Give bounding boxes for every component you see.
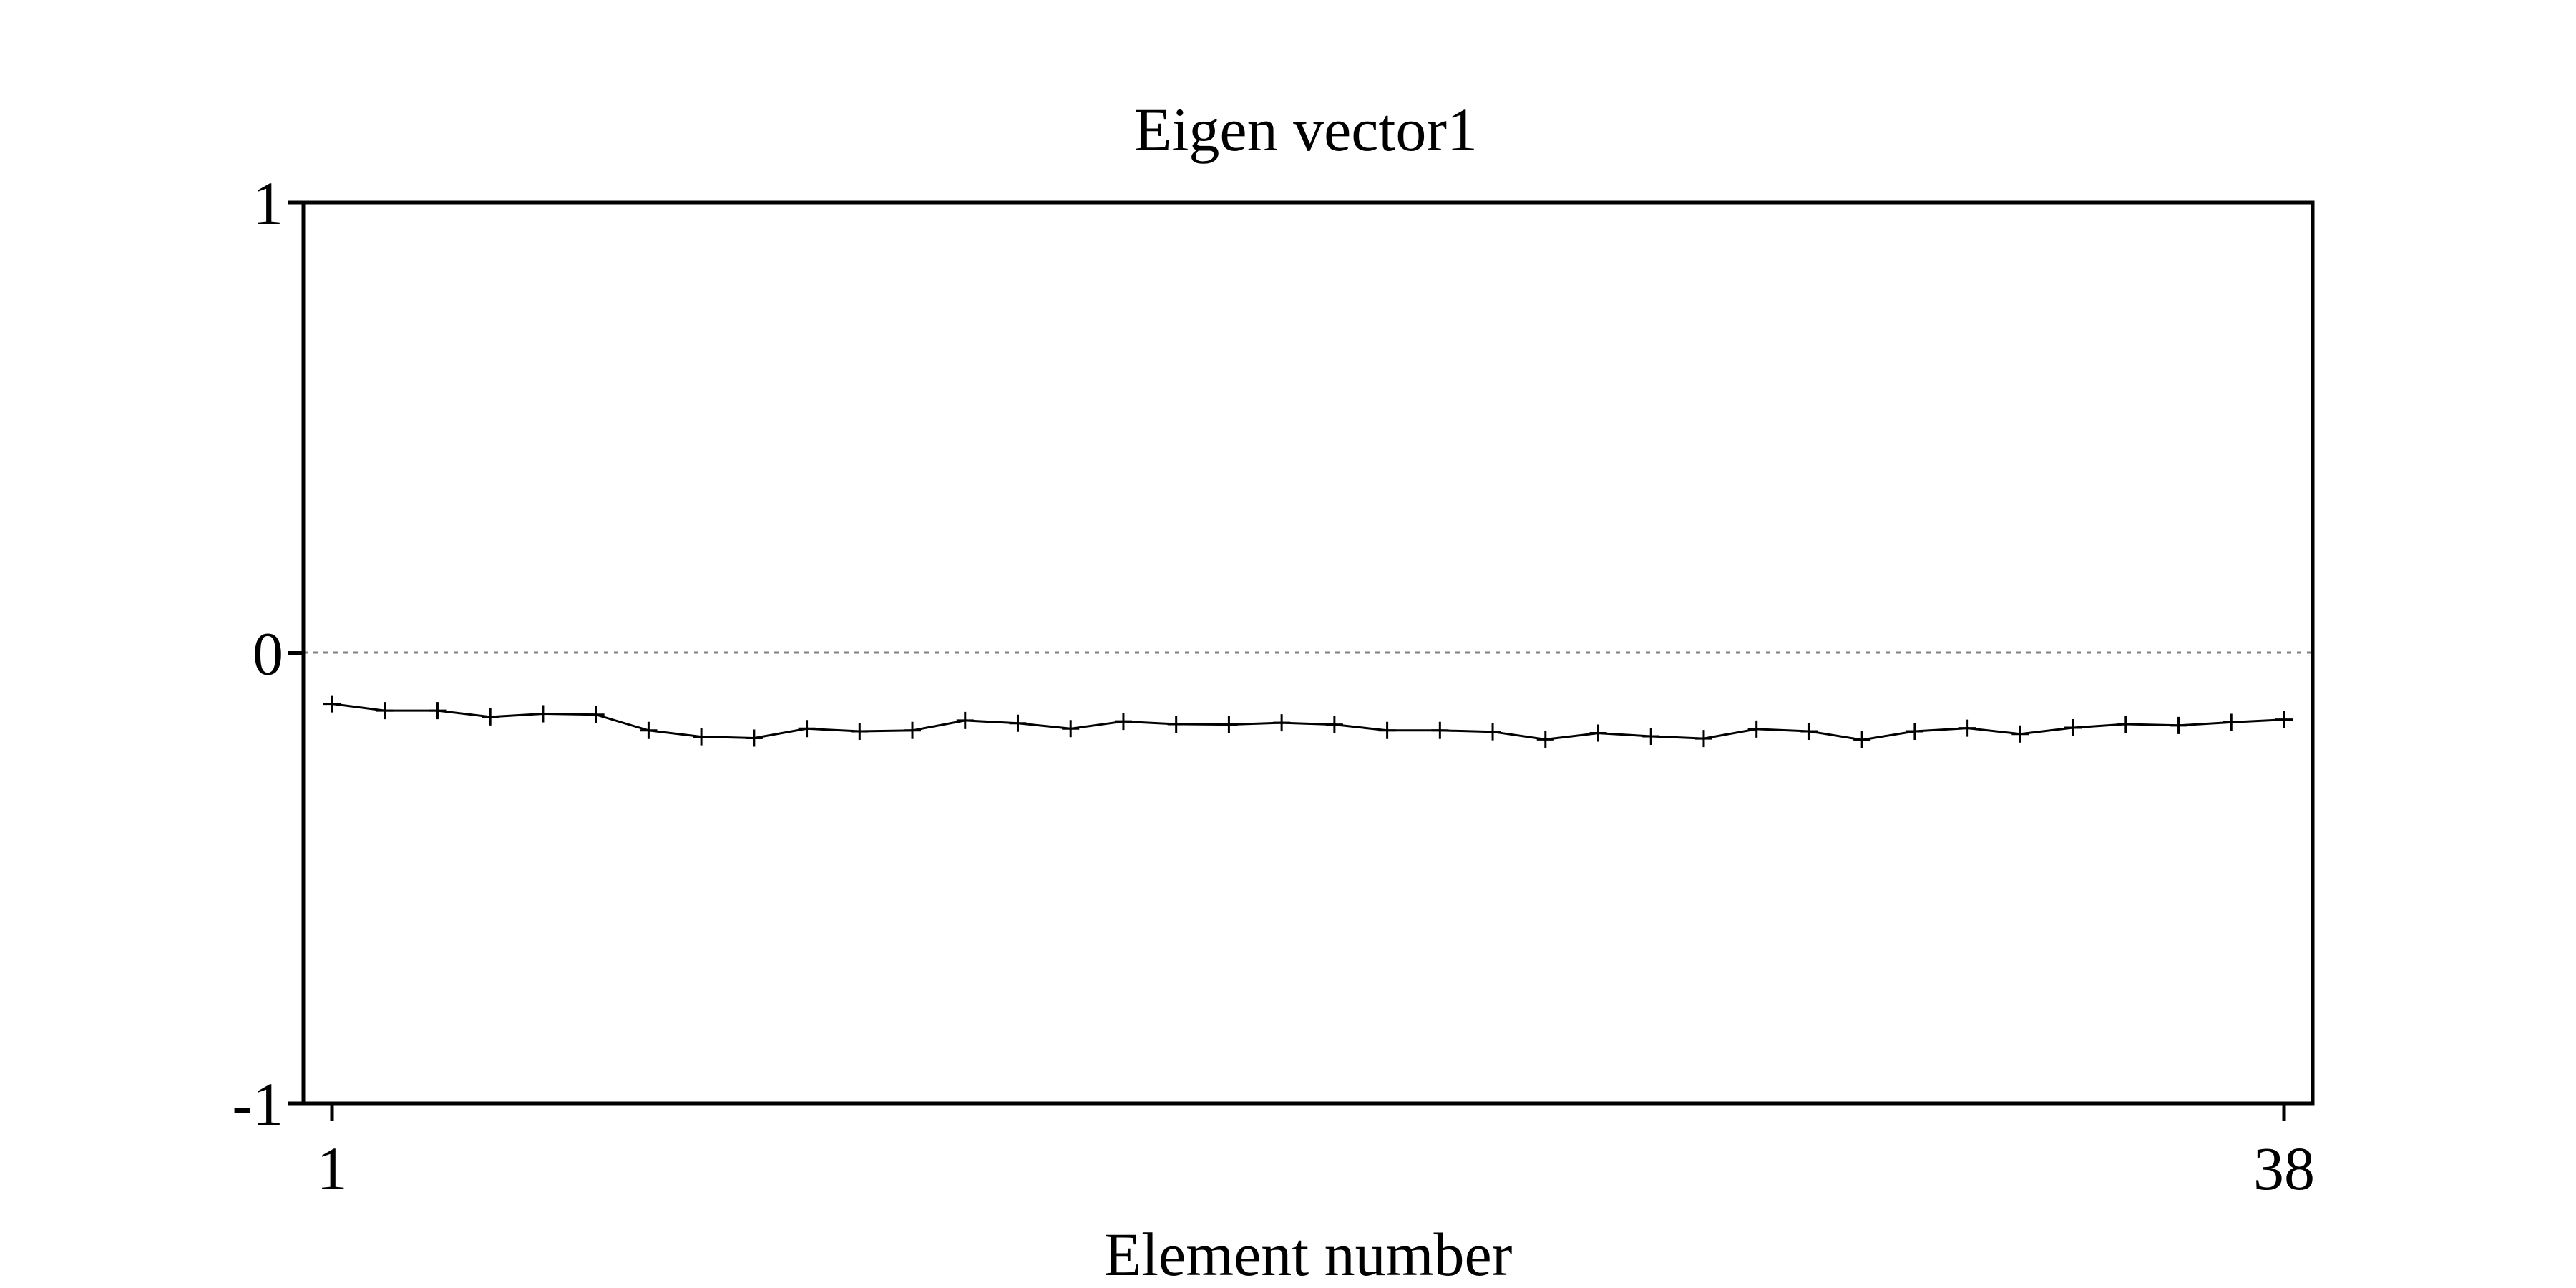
data-point-32 [1958, 719, 1976, 737]
data-point-25 [1589, 724, 1607, 742]
data-point-11 [851, 723, 869, 741]
data-point-9 [745, 729, 763, 747]
data-point-4 [482, 708, 499, 726]
data-point-35 [2117, 715, 2135, 733]
data-point-17 [1167, 715, 1185, 733]
chart-title: Eigen vector1 [1134, 95, 1478, 164]
x-axis-label: Element number [1104, 1220, 1513, 1288]
data-point-30 [1853, 731, 1871, 748]
data-point-34 [2064, 719, 2082, 736]
series-line [331, 703, 2285, 741]
x-tick-label: 1 [317, 1134, 348, 1203]
data-point-5 [534, 705, 552, 723]
data-point-15 [1062, 720, 1080, 738]
data-point-1 [323, 695, 341, 713]
data-point-19 [1273, 714, 1291, 732]
y-tick-label: 0 [253, 620, 283, 688]
data-point-38 [2275, 711, 2293, 728]
data-point-14 [1009, 714, 1027, 732]
data-point-33 [2011, 725, 2029, 743]
data-point-7 [640, 721, 658, 739]
data-point-16 [1114, 713, 1132, 731]
data-point-23 [1484, 723, 1502, 741]
data-point-29 [1800, 723, 1818, 741]
y-axis: 1 0 -1 [232, 169, 303, 1138]
y-tick-label: 1 [253, 169, 283, 238]
data-point-36 [2170, 716, 2187, 734]
series-markers [323, 695, 2293, 748]
data-point-18 [1220, 716, 1238, 733]
data-point-27 [1694, 730, 1712, 748]
x-tick-label: 38 [2253, 1134, 2315, 1203]
data-point-8 [693, 728, 711, 746]
data-point-2 [376, 702, 394, 720]
y-tick-label: -1 [232, 1070, 283, 1138]
data-point-12 [904, 721, 922, 739]
data-point-28 [1747, 720, 1765, 738]
data-point-22 [1431, 721, 1449, 739]
data-point-20 [1325, 716, 1343, 733]
data-point-31 [1906, 723, 1923, 741]
data-point-37 [2223, 713, 2240, 731]
data-point-13 [956, 711, 974, 729]
data-point-6 [587, 706, 605, 723]
x-axis: 1 38 [317, 1103, 2315, 1203]
data-point-3 [429, 702, 447, 720]
data-point-21 [1378, 721, 1396, 739]
data-point-26 [1642, 727, 1660, 745]
data-point-24 [1536, 731, 1554, 748]
data-point-10 [798, 720, 816, 738]
